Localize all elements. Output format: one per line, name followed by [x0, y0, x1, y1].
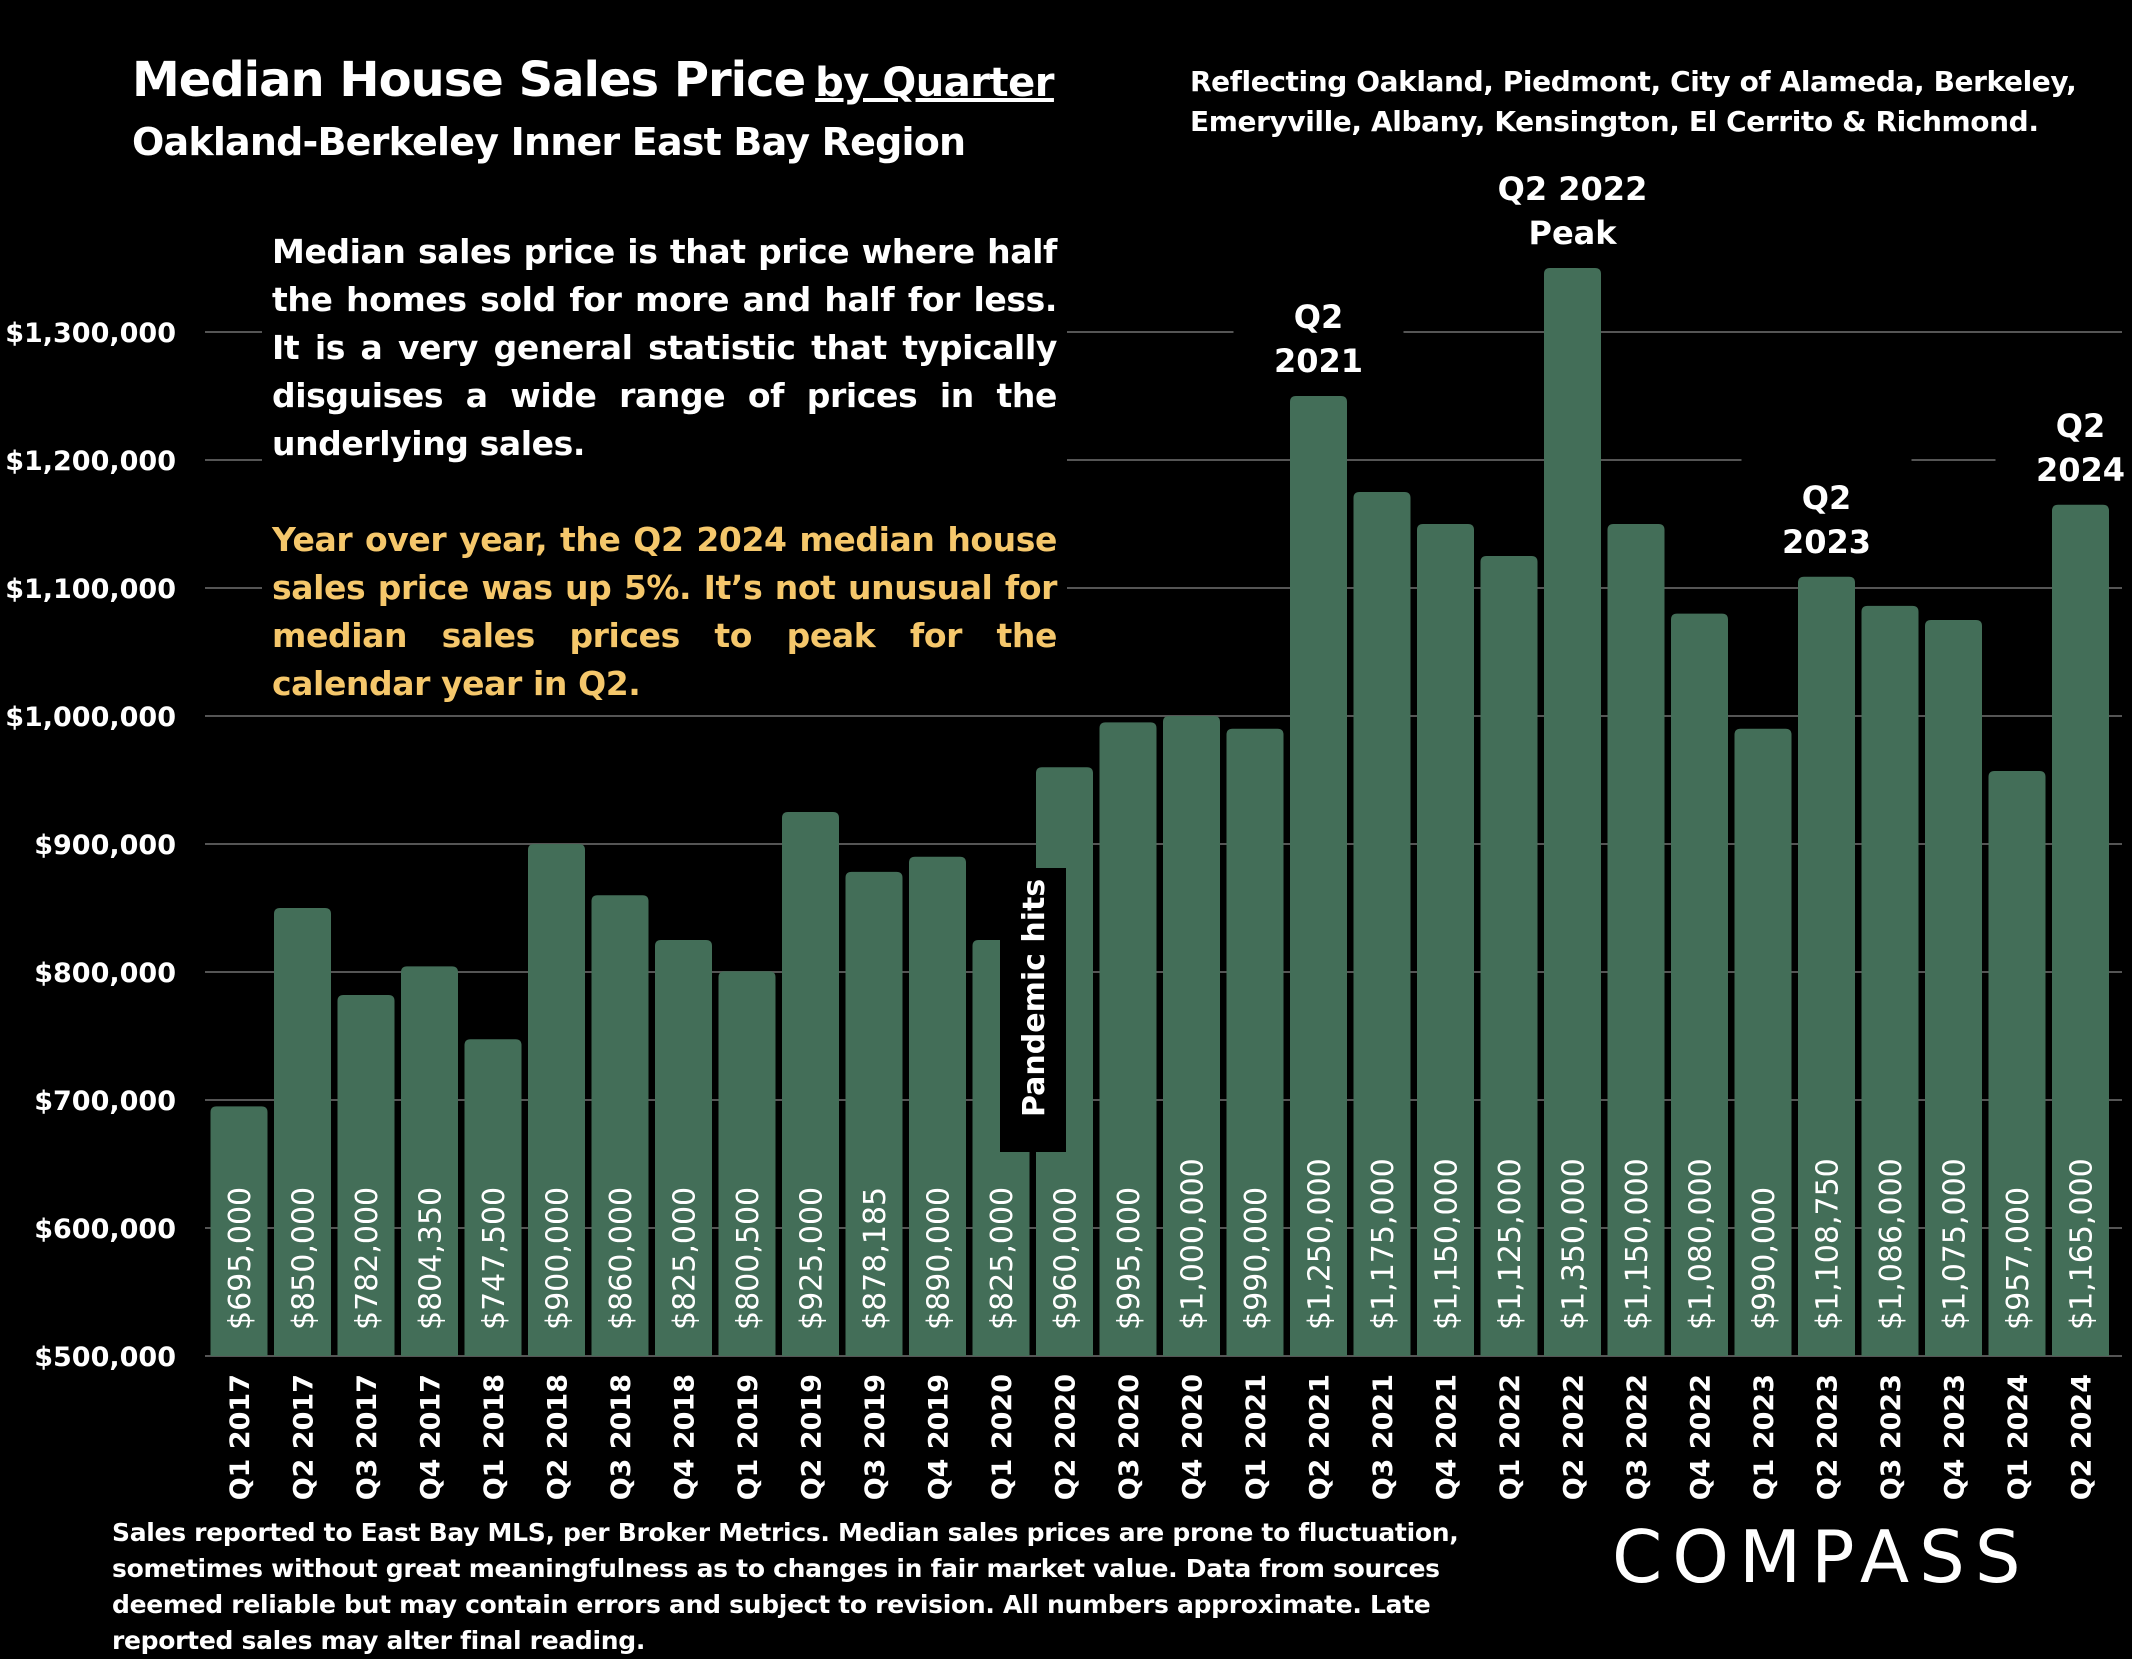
bar-value-label: $890,000	[922, 1187, 957, 1330]
bar-value-label: $1,000,000	[1176, 1158, 1211, 1330]
x-tick-label: Q4 2020	[1178, 1374, 1209, 1500]
y-tick-label: $1,000,000	[5, 702, 176, 733]
x-tick-label: Q1 2017	[225, 1374, 256, 1500]
bar-value-label: $900,000	[541, 1187, 576, 1330]
bar-value-label: $1,350,000	[1557, 1158, 1592, 1330]
bar-value-label: $925,000	[795, 1187, 830, 1330]
bar-value-label: $1,108,750	[1811, 1158, 1846, 1330]
highlight-paragraph: Year over year, the Q2 2024 median house…	[272, 516, 1057, 708]
bar-value-label: $825,000	[668, 1187, 703, 1330]
x-tick-label: Q2 2024	[2067, 1374, 2098, 1500]
y-tick-label: $500,000	[34, 1342, 176, 1373]
bar-value-label: $1,080,000	[1684, 1158, 1719, 1330]
annotation-label: Q2	[1294, 298, 1343, 336]
x-tick-label: Q3 2021	[1368, 1374, 1399, 1500]
title-suffix: by Quarter	[815, 60, 1054, 106]
bar-value-label: $990,000	[1239, 1187, 1274, 1330]
x-tick-label: Q2 2023	[1813, 1374, 1844, 1500]
annotation-label: Q2 2022	[1498, 170, 1648, 208]
explanation-box: Median sales price is that price where h…	[262, 228, 1067, 708]
title-main: Median House Sales Price	[132, 52, 805, 108]
bar-value-label: $860,000	[604, 1187, 639, 1330]
y-tick-label: $700,000	[34, 1086, 176, 1117]
annotation-label: Peak	[1528, 214, 1617, 252]
x-tick-label: Q2 2021	[1305, 1374, 1336, 1500]
bar-value-label: $695,000	[223, 1187, 258, 1330]
bar-value-label: $1,150,000	[1620, 1158, 1655, 1330]
bar-value-label: $957,000	[2001, 1187, 2036, 1330]
bar-value-label: $878,185	[858, 1187, 893, 1330]
compass-logo: COMPASS	[1612, 1515, 2031, 1599]
bar-value-label: $825,000	[985, 1187, 1020, 1330]
x-tick-label: Q3 2020	[1114, 1374, 1145, 1500]
annotation-label: Q2	[2056, 407, 2105, 445]
bar-value-label: $747,500	[477, 1187, 512, 1330]
x-tick-label: Q3 2023	[1876, 1374, 1907, 1500]
bar-value-label: $995,000	[1112, 1187, 1147, 1330]
x-tick-label: Q4 2023	[1940, 1374, 1971, 1500]
x-tick-label: Q3 2017	[352, 1374, 383, 1500]
x-tick-label: Q3 2018	[606, 1374, 637, 1500]
x-tick-label: Q2 2017	[289, 1374, 320, 1500]
bar-value-label: $804,350	[414, 1187, 449, 1330]
x-tick-label: Q1 2023	[1749, 1374, 1780, 1500]
annotation-label: Q2	[1802, 479, 1851, 517]
bar-value-label: $1,075,000	[1938, 1158, 1973, 1330]
region-note: Reflecting Oakland, Piedmont, City of Al…	[1190, 62, 2076, 142]
bar-value-label: $990,000	[1747, 1187, 1782, 1330]
x-tick-label: Q2 2022	[1559, 1374, 1590, 1500]
region-note-line: Emeryville, Albany, Kensington, El Cerri…	[1190, 102, 2076, 142]
bar-value-label: $800,500	[731, 1187, 766, 1330]
annotation-label: 2024	[2036, 451, 2125, 489]
annotation-label: 2021	[1274, 342, 1363, 380]
x-tick-label: Q4 2017	[416, 1374, 447, 1500]
bar-value-label: $1,175,000	[1366, 1158, 1401, 1330]
x-tick-label: Q4 2018	[670, 1374, 701, 1500]
y-tick-label: $1,300,000	[5, 318, 176, 349]
x-tick-label: Q2 2020	[1051, 1374, 1082, 1500]
x-tick-label: Q1 2024	[2003, 1374, 2034, 1500]
x-tick-label: Q1 2022	[1495, 1374, 1526, 1500]
x-tick-label: Q2 2019	[797, 1374, 828, 1500]
y-tick-label: $1,200,000	[5, 446, 176, 477]
annotation-label: 2023	[1782, 523, 1871, 561]
explanation-paragraph: Median sales price is that price where h…	[272, 228, 1057, 468]
annotation-pandemic: Pandemic hits	[1017, 879, 1052, 1117]
x-tick-label: Q4 2022	[1686, 1374, 1717, 1500]
chart-subtitle: Oakland-Berkeley Inner East Bay Region	[132, 120, 965, 164]
bar-value-label: $1,165,000	[2065, 1158, 2100, 1330]
x-tick-label: Q2 2018	[543, 1374, 574, 1500]
bar-value-label: $1,125,000	[1493, 1158, 1528, 1330]
x-tick-label: Q4 2021	[1432, 1374, 1463, 1500]
y-tick-label: $1,100,000	[5, 574, 176, 605]
bar-value-label: $850,000	[287, 1187, 322, 1330]
x-tick-label: Q3 2019	[860, 1374, 891, 1500]
x-tick-label: Q1 2021	[1241, 1374, 1272, 1500]
bar-value-label: $1,150,000	[1430, 1158, 1465, 1330]
y-tick-label: $600,000	[34, 1214, 176, 1245]
bar-value-label: $782,000	[350, 1187, 385, 1330]
x-tick-label: Q1 2020	[987, 1374, 1018, 1500]
x-tick-label: Q4 2019	[924, 1374, 955, 1500]
footer-note: Sales reported to East Bay MLS, per Brok…	[112, 1515, 1532, 1659]
region-note-line: Reflecting Oakland, Piedmont, City of Al…	[1190, 62, 2076, 102]
x-tick-label: Q3 2022	[1622, 1374, 1653, 1500]
y-tick-label: $800,000	[34, 958, 176, 989]
x-tick-label: Q1 2019	[733, 1374, 764, 1500]
bar-value-label: $1,086,000	[1874, 1158, 1909, 1330]
y-tick-label: $900,000	[34, 830, 176, 861]
bar-value-label: $960,000	[1049, 1187, 1084, 1330]
bar-value-label: $1,250,000	[1303, 1158, 1338, 1330]
x-tick-label: Q1 2018	[479, 1374, 510, 1500]
